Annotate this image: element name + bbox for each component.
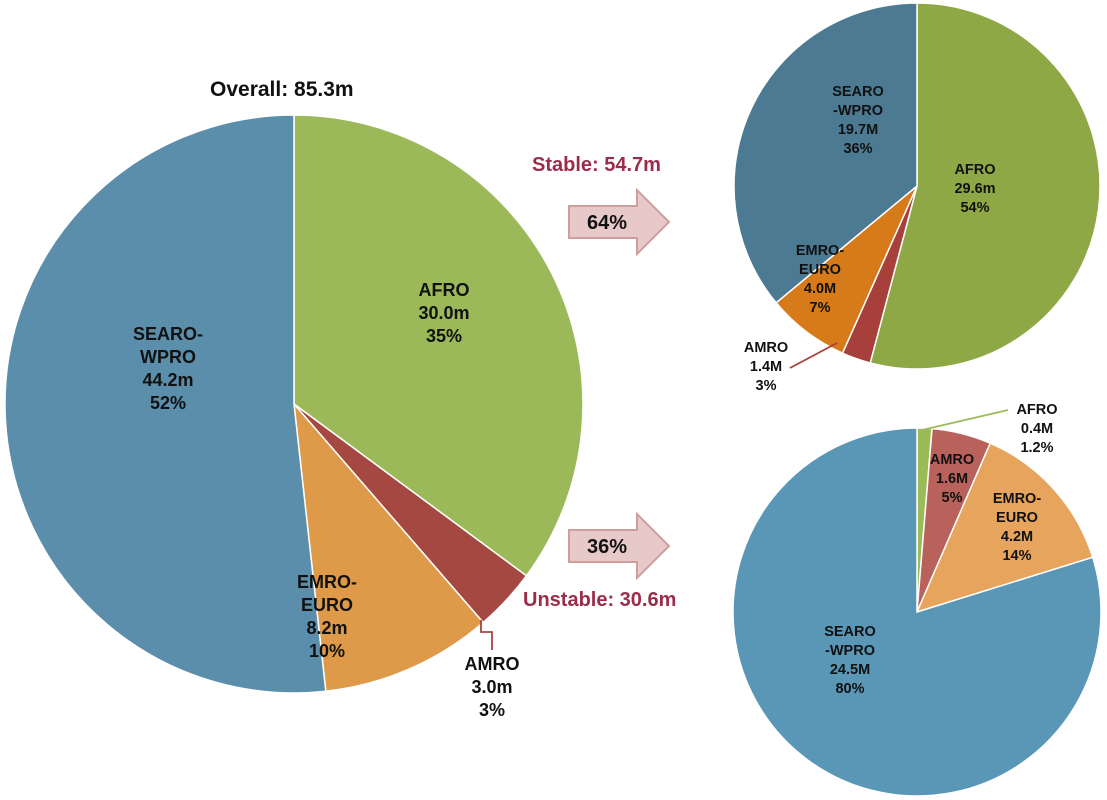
overall-label-searo: SEARO-WPRO 44.2m 52%: [133, 324, 203, 413]
stable-slice-searo-wpro: [733, 2, 918, 304]
overall-leader-line: [480, 620, 493, 650]
overall-slice-searo: [4, 114, 327, 694]
stable-leader-line: [789, 342, 838, 369]
unstable-label-afro: AFRO 0.4M 1.2%: [1016, 402, 1057, 456]
overall-title: Overall: 85.3m: [210, 78, 354, 101]
overall-pie: AFRO 30.0m 35% AMRO 3.0m 3% EMRO-EURO 8.2m 10% SE…: [4, 114, 584, 720]
overall-label-amro: AMRO 3.0m 3%: [465, 654, 520, 720]
stable-arrow-shape: [568, 187, 671, 257]
stable-title: Stable: 54.7m: [532, 154, 661, 176]
overall-slice-emro: [292, 401, 485, 693]
overall-slice-afro: [293, 114, 584, 577]
stable-arrow: 64%: [568, 187, 671, 257]
stable-pie: AFRO 29.6m 54% AMRO 1.4M 3%EMRO-EURO 4.0M 7% SEA…: [733, 2, 1101, 394]
overall-label-emro: EMRO-EURO 8.2m 10%: [297, 572, 357, 661]
overall-label-afro: AFRO 30.0m 35%: [418, 280, 469, 346]
stable-label-afro: AFRO 29.6m 54%: [954, 162, 995, 216]
stable-arrow-label: 64%: [587, 212, 627, 234]
stable-slice-afro: [869, 2, 1101, 370]
unstable-pie: AFRO 0.4M 1.2% AMRO 1.6M 5% EMRO-EURO 4.2M 14% SE…: [732, 402, 1102, 797]
stable-label-amro: AMRO 1.4M 3%: [744, 340, 788, 394]
unstable-leader-line: [921, 409, 1009, 431]
unstable-title: Unstable: 30.6m: [523, 589, 676, 611]
stable-label-searo: SEARO -WPRO 19.7M 36%: [832, 84, 884, 157]
unstable-label-amro: AMRO 1.6M 5%: [930, 452, 974, 506]
stable-label-emro: EMRO-EURO 4.0M 7%: [796, 243, 845, 316]
unstable-arrow: 36%: [568, 511, 671, 581]
unstable-slice-emro: [915, 442, 1094, 614]
unstable-arrow-shape: [568, 511, 671, 581]
unstable-label-searo: SEARO -WPRO 24.5M 80%: [824, 624, 876, 697]
unstable-slice-searo-wpro: [732, 427, 1102, 797]
unstable-label-emro: EMRO-EURO 4.2M 14%: [993, 491, 1042, 564]
unstable-arrow-label: 36%: [587, 536, 627, 558]
